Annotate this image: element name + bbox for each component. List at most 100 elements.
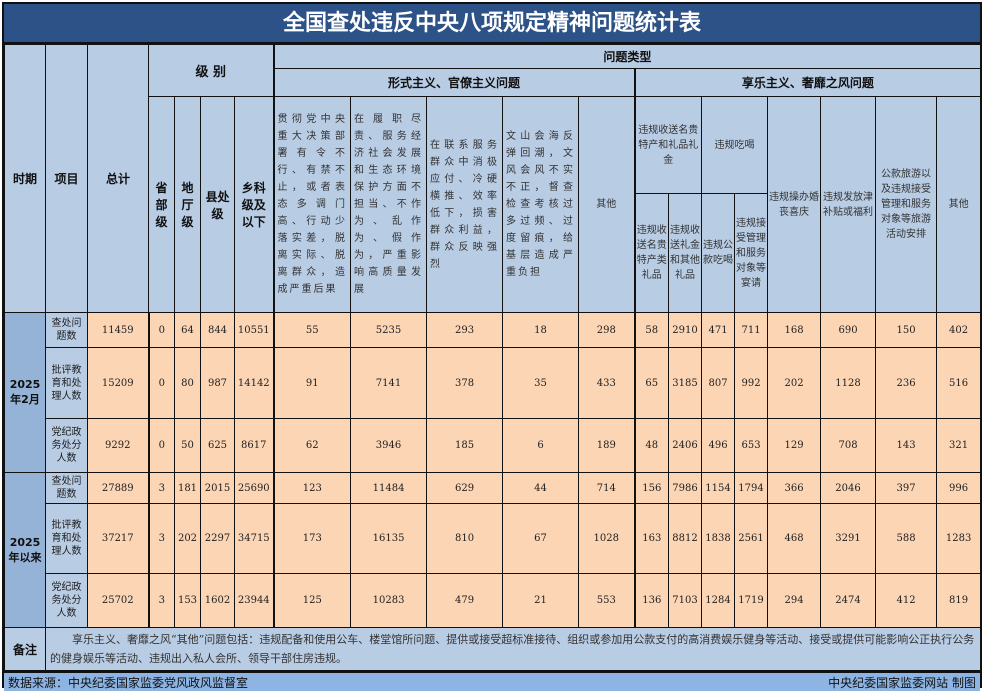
value-cell: 189	[578, 418, 636, 473]
value-cell: 844	[200, 312, 235, 348]
value-cell: 2297	[200, 503, 235, 574]
value-cell: 10283	[350, 573, 428, 628]
value-cell: 62	[272, 418, 352, 473]
header-gift-specialty: 违规收送名贵特产类礼品	[633, 193, 670, 313]
value-cell: 629	[426, 472, 504, 504]
value-cell: 653	[734, 418, 769, 473]
value-cell: 714	[578, 472, 636, 504]
note-text: 享乐主义、奢靡之风“其他”问题包括：违规配备和使用公车、楼堂馆所问题、提供或接受…	[44, 627, 982, 671]
value-cell: 588	[875, 503, 938, 574]
table-row: 党纪政务处分人数 9292 0 50 625 8617 62 3946 185 6 189 48 240…	[5, 418, 982, 473]
header-weddings-funerals: 违规操办婚丧喜庆	[767, 96, 822, 313]
value-cell: 202	[174, 503, 201, 574]
data-source: 数据来源：中央纪委国家监委党风政风监督室	[8, 675, 249, 690]
value-cell: 625	[200, 418, 235, 473]
footer: 数据来源：中央纪委国家监委党风政风监督室 中央纪委国家监委网站 制图	[4, 671, 980, 691]
value-cell: 55	[272, 312, 352, 348]
value-cell: 496	[701, 418, 736, 473]
value-cell: 14142	[233, 347, 275, 419]
header-hedonism: 享乐主义、奢靡之风问题	[633, 68, 982, 97]
value-cell: 3946	[350, 418, 428, 473]
header-level: 级 别	[147, 44, 275, 97]
value-cell: 7986	[668, 472, 703, 504]
value-cell: 80	[174, 347, 201, 419]
row-item-label: 批评教育和处理人数	[45, 503, 88, 574]
value-cell: 412	[875, 573, 938, 628]
table-body: 2025年2月 查处问题数 11459 0 64 844 10551 55 5235 293 18 2…	[4, 312, 982, 628]
stats-table: 时期 项目 总计 级 别 问题类型 形式主义、官僚主义问题 享乐主义、奢靡之风问…	[4, 44, 982, 671]
value-cell: 5235	[350, 312, 428, 348]
value-cell: 1838	[701, 503, 736, 574]
value-cell: 9292	[87, 418, 149, 473]
value-cell: 18	[502, 312, 580, 348]
value-cell: 2561	[734, 503, 769, 574]
value-cell: 3	[147, 472, 175, 504]
header-level-provincial: 省部级	[148, 96, 175, 313]
value-cell: 50	[174, 418, 201, 473]
value-cell: 37217	[87, 503, 149, 574]
value-cell: 58	[633, 312, 670, 348]
value-cell: 64	[174, 312, 201, 348]
value-cell: 3291	[820, 503, 877, 574]
header-formalism-3: 在联系服务群众中消极应付、冷硬横推、效率低下，损害群众利益，群众反映强烈	[426, 96, 504, 313]
value-cell: 3185	[668, 347, 703, 419]
value-cell: 7103	[668, 573, 703, 628]
header-hedonism-other: 其他	[936, 96, 982, 313]
header-travel: 公款旅游以及违规接受管理和服务对象等旅游活动安排	[875, 96, 938, 313]
value-cell: 163	[633, 503, 670, 574]
value-cell: 0	[147, 418, 175, 473]
row-item-label: 党纪政务处分人数	[45, 418, 88, 473]
value-cell: 25702	[87, 573, 149, 628]
value-cell: 468	[767, 503, 822, 574]
value-cell: 8812	[668, 503, 703, 574]
value-cell: 553	[578, 573, 636, 628]
value-cell: 34715	[233, 503, 275, 574]
table-row: 2025年以来 查处问题数 27889 3 181 2015 25690 123 11484 62…	[4, 472, 982, 628]
value-cell: 2046	[820, 472, 877, 504]
value-cell: 1028	[578, 503, 636, 574]
value-cell: 471	[701, 312, 736, 348]
value-cell: 67	[502, 503, 580, 574]
value-cell: 129	[767, 418, 822, 473]
value-cell: 298	[578, 312, 636, 348]
table-row: 2025年2月 查处问题数 11459 0 64 844 10551 55 5235 293 18 2…	[4, 312, 982, 473]
value-cell: 202	[767, 347, 822, 419]
header-allowances: 违规发放津补贴或福利	[820, 96, 877, 313]
value-cell: 125	[272, 573, 352, 628]
header-eat-group: 违规吃喝	[701, 96, 769, 194]
value-cell: 44	[502, 472, 580, 504]
value-cell: 810	[426, 503, 504, 574]
header-gift-cash: 违规收送礼金和其他礼品	[668, 193, 703, 313]
row-item-label: 党纪政务处分人数	[45, 573, 88, 628]
header-level-county: 县处级	[200, 96, 235, 313]
header-item: 项目	[45, 44, 88, 313]
value-cell: 8617	[233, 418, 275, 473]
value-cell: 1602	[200, 573, 235, 628]
value-cell: 3	[147, 573, 175, 628]
value-cell: 7141	[350, 347, 428, 419]
value-cell: 2910	[668, 312, 703, 348]
value-cell: 711	[734, 312, 769, 348]
value-cell: 11484	[350, 472, 428, 504]
value-cell: 1284	[701, 573, 736, 628]
value-cell: 690	[820, 312, 877, 348]
credit: 中央纪委国家监委网站 制图	[828, 675, 976, 690]
value-cell: 819	[936, 573, 982, 628]
value-cell: 173	[272, 503, 352, 574]
value-cell: 0	[147, 312, 175, 348]
period-label: 2025年以来	[4, 472, 46, 628]
value-cell: 181	[174, 472, 201, 504]
value-cell: 1794	[734, 472, 769, 504]
value-cell: 15209	[87, 347, 149, 419]
value-cell: 150	[875, 312, 938, 348]
value-cell: 1283	[936, 503, 982, 574]
value-cell: 293	[426, 312, 504, 348]
value-cell: 366	[767, 472, 822, 504]
header-eat-public: 违规公款吃喝	[701, 193, 736, 313]
value-cell: 136	[633, 573, 670, 628]
value-cell: 479	[426, 573, 504, 628]
value-cell: 2015	[200, 472, 235, 504]
value-cell: 123	[272, 472, 352, 504]
header-total: 总计	[87, 44, 149, 313]
value-cell: 0	[147, 347, 175, 419]
